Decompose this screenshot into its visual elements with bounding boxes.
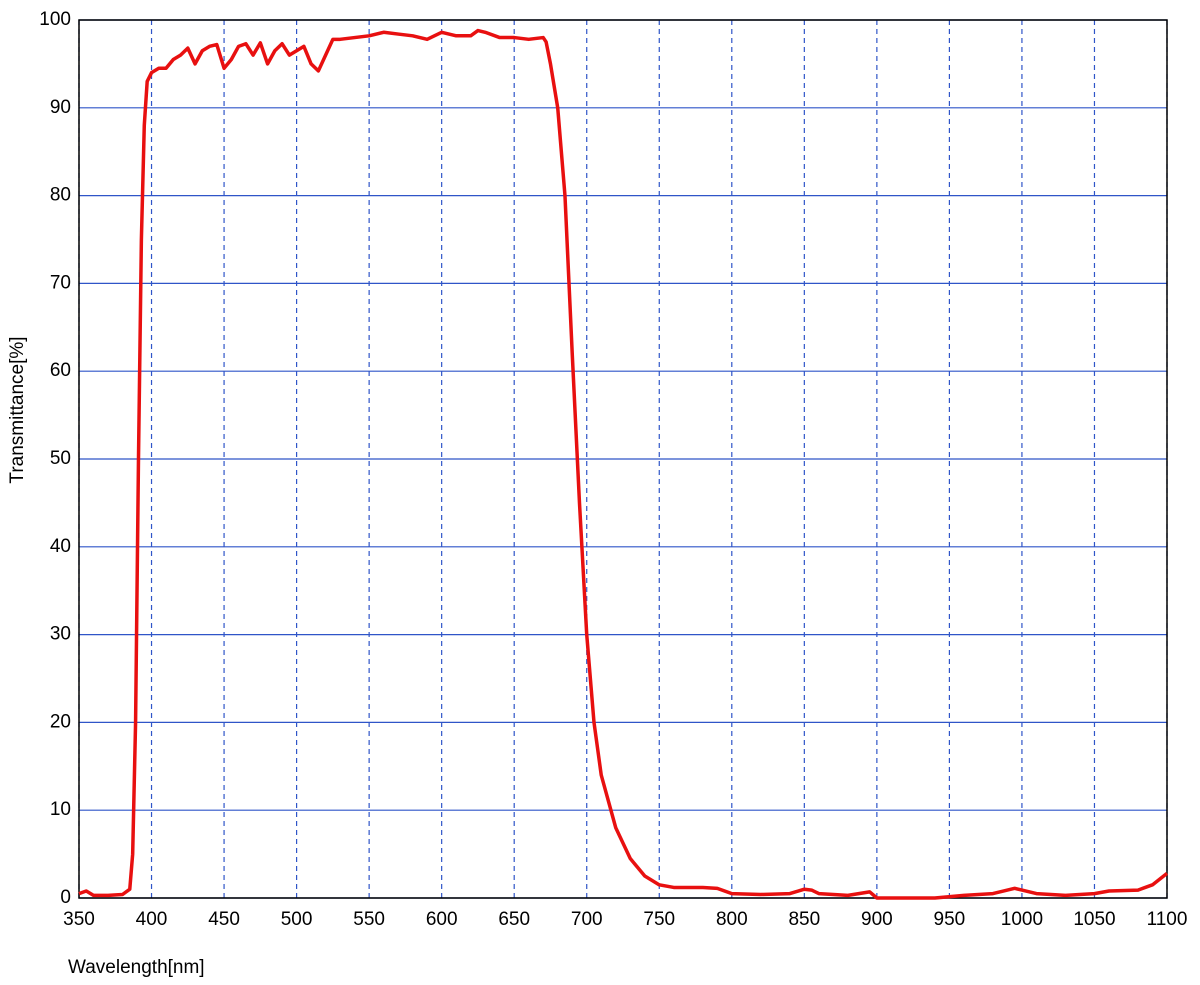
y-tick-label: 0: [60, 887, 71, 908]
y-tick-label: 20: [50, 711, 71, 732]
x-tick-label: 850: [788, 909, 820, 930]
x-tick-label: 400: [136, 909, 168, 930]
y-axis-label: Transmittance[%]: [7, 336, 28, 483]
x-tick-label: 1100: [1147, 909, 1188, 930]
y-tick-label: 10: [50, 799, 71, 820]
x-tick-label: 950: [934, 909, 966, 930]
y-tick-label: 80: [50, 185, 71, 206]
y-tick-label: 50: [50, 448, 71, 469]
x-tick-label: 900: [861, 909, 893, 930]
y-tick-label: 90: [50, 97, 71, 118]
x-tick-label: 650: [498, 909, 530, 930]
y-tick-label: 40: [50, 536, 71, 557]
x-tick-label: 500: [281, 909, 313, 930]
y-tick-label: 70: [50, 272, 71, 293]
x-tick-label: 1000: [1001, 909, 1043, 930]
x-axis-label: Wavelength[nm]: [68, 957, 205, 978]
x-tick-label: 600: [426, 909, 458, 930]
x-tick-label: 800: [716, 909, 748, 930]
plot-frame: [78, 19, 1168, 899]
x-tick-label: 450: [208, 909, 240, 930]
x-tick-label: 750: [643, 909, 675, 930]
x-tick-label: 550: [353, 909, 385, 930]
data-line: [78, 28, 1169, 900]
y-tick-label: 100: [39, 9, 71, 30]
y-tick-label: 30: [50, 624, 71, 645]
x-tick-label: 1050: [1073, 909, 1115, 930]
x-tick-label: 700: [571, 909, 603, 930]
y-tick-label: 60: [50, 360, 71, 381]
x-tick-label: 350: [63, 909, 95, 930]
